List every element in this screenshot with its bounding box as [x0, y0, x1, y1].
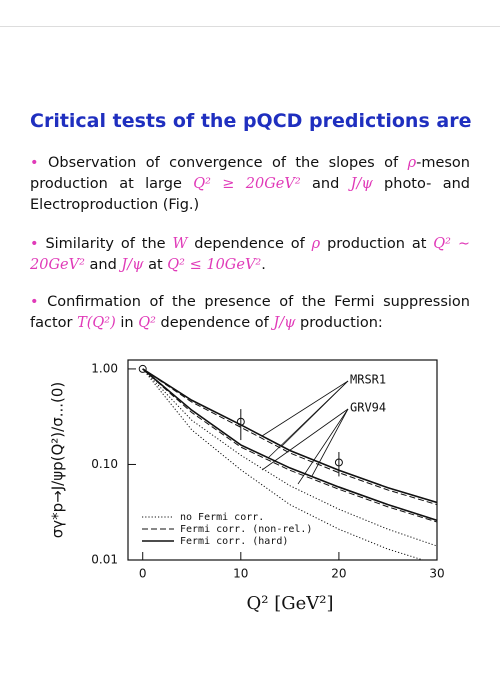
text: at	[143, 257, 168, 273]
legend-label: no Fermi corr.	[180, 512, 264, 523]
data-point	[236, 417, 245, 426]
text: Observation of convergence of the slopes…	[47, 155, 408, 171]
y-tick-label: 0.10	[91, 457, 118, 471]
x-tick-label: 30	[429, 567, 444, 581]
text: production:	[295, 315, 383, 331]
math: W	[172, 236, 188, 252]
curve	[142, 368, 437, 506]
x-axis-label: Q² [GeV²]	[247, 593, 334, 614]
curve	[142, 368, 437, 547]
plot-frame	[127, 359, 438, 561]
bullet: Similarity of the W dependence of ρ prod…	[30, 234, 470, 276]
y-tick-label: 1.00	[91, 361, 118, 375]
math: ρ	[407, 155, 417, 171]
text: -meson production at large	[30, 155, 470, 192]
text: .	[261, 257, 266, 273]
bullet: Observation of convergence of the slopes…	[30, 153, 470, 216]
legend-label: Fermi corr. (hard)	[180, 536, 288, 547]
slide-title: Critical tests of the pQCD predictions a…	[30, 110, 472, 132]
x-tick-label: 0	[139, 567, 147, 581]
math: ρ	[311, 236, 321, 252]
y-axis-label: σγ*p→J/ψp(Q²)/σ...(0)	[49, 382, 67, 539]
curve	[142, 368, 437, 522]
math: J/ψ	[273, 315, 296, 331]
math: J/ψ	[350, 176, 373, 192]
text: dependence of	[155, 315, 274, 331]
annotation: MRSR1	[350, 373, 386, 387]
text: production at	[320, 236, 434, 252]
math: Q²	[138, 315, 156, 331]
math: J/ψ	[121, 257, 144, 273]
data-point	[138, 364, 147, 373]
curves	[142, 368, 437, 560]
curve	[142, 368, 425, 560]
rule	[0, 26, 500, 27]
text: and	[300, 176, 351, 192]
bullet: Confirmation of the presence of the Ferm…	[30, 292, 470, 334]
x-tick-label: 10	[233, 567, 248, 581]
curve	[142, 368, 437, 504]
math: Q² ∼ 20GeV²	[30, 236, 471, 273]
text: photo- and Electroproduction (Fig.)	[30, 176, 470, 213]
text: and	[84, 257, 122, 273]
text: Similarity of the	[45, 236, 173, 252]
math: Q² ≤ 10GeV²	[167, 257, 262, 273]
x-tick-label: 20	[331, 567, 346, 581]
data-point	[334, 458, 343, 467]
legend-label: Fermi corr. (non-rel.)	[180, 524, 312, 535]
text: dependence of	[187, 236, 312, 252]
y-tick-label: 0.01	[91, 553, 118, 567]
curve	[142, 368, 437, 523]
text: in	[115, 315, 139, 331]
text: Confirmation of the presence of the Ferm…	[30, 294, 470, 331]
math: Q² ≥ 20GeV²	[193, 176, 301, 192]
math: T(Q²)	[77, 315, 116, 331]
annotation: GRV94	[350, 401, 386, 415]
